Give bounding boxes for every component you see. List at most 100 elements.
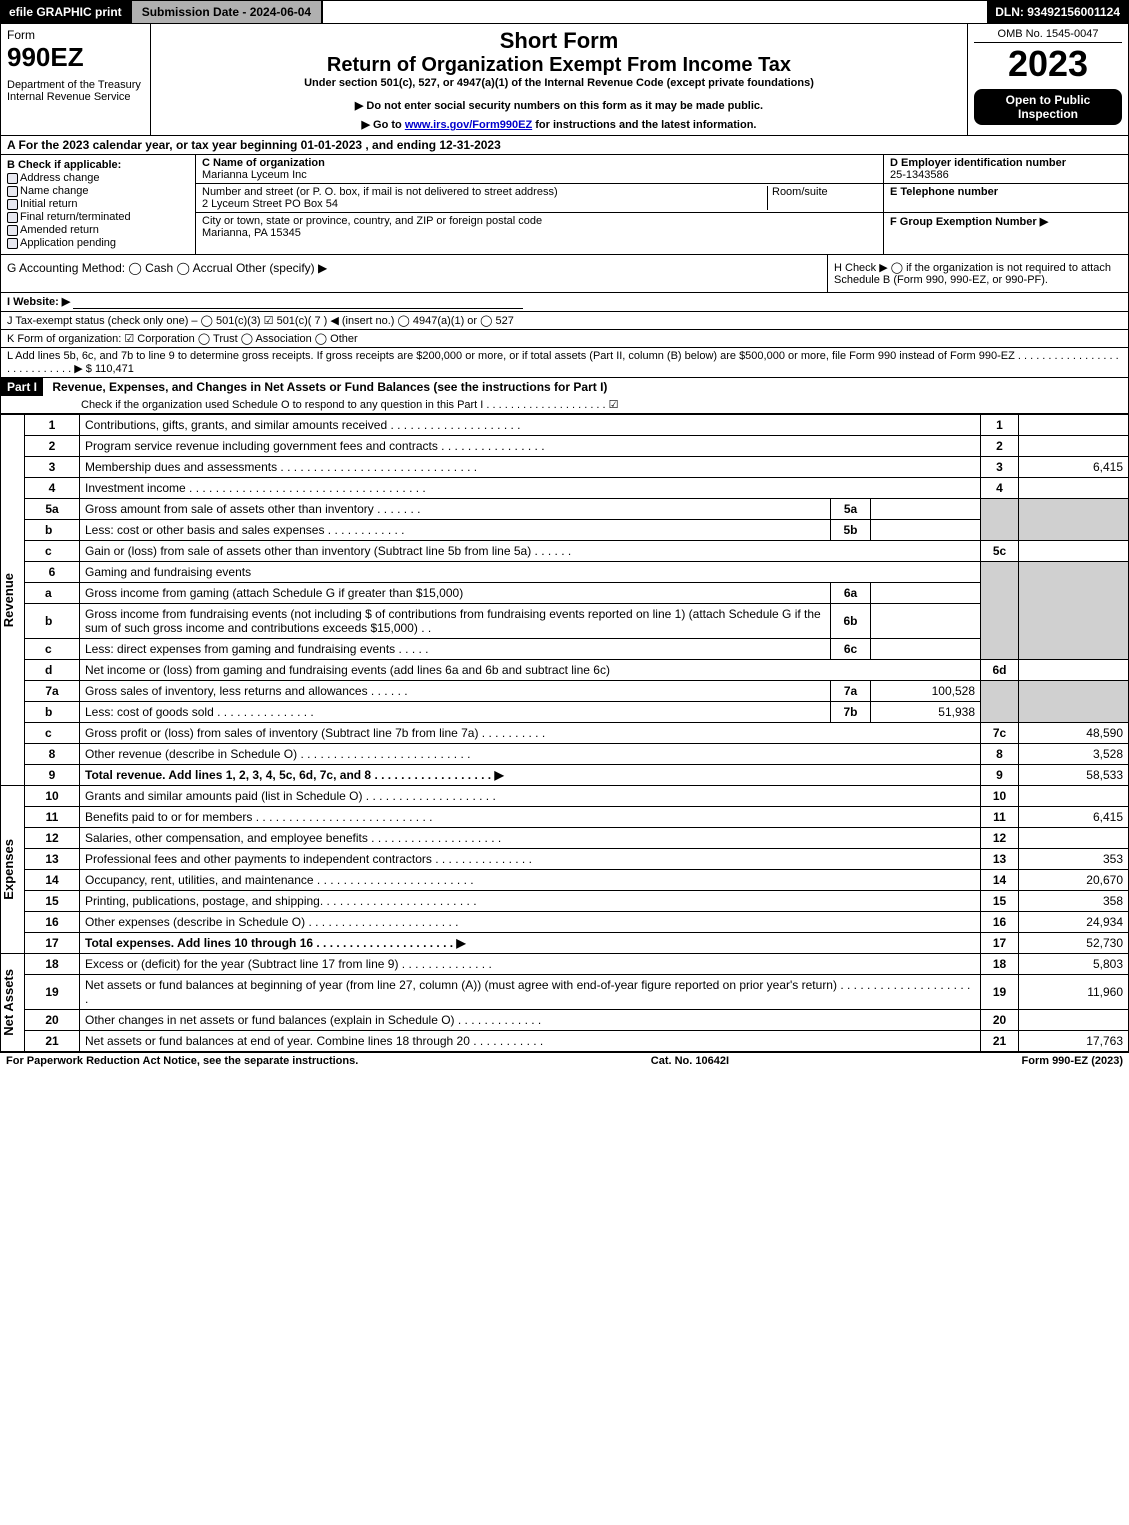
- r7-grayamt: [1019, 681, 1129, 723]
- r5c-amt: [1019, 541, 1129, 562]
- part1-check: Check if the organization used Schedule …: [1, 396, 1128, 413]
- r2-box: 2: [981, 436, 1019, 457]
- r10-amt: [1019, 786, 1129, 807]
- r7a-num: 7a: [25, 681, 80, 702]
- section-def: D Employer identification number 25-1343…: [883, 155, 1128, 254]
- group-exemption-row: F Group Exemption Number ▶: [884, 213, 1128, 230]
- r10-num: 10: [25, 786, 80, 807]
- r6-desc: Gaming and fundraising events: [80, 562, 981, 583]
- website-label: I Website: ▶: [7, 296, 70, 308]
- netassets-label: Net Assets: [1, 969, 16, 1036]
- r15-desc: Printing, publications, postage, and shi…: [80, 891, 981, 912]
- gh-row: G Accounting Method: ◯ Cash ◯ Accrual Ot…: [0, 255, 1129, 293]
- dept-treasury: Department of the Treasury: [7, 79, 144, 91]
- chk-address-change[interactable]: Address change: [7, 172, 189, 184]
- r11-amt: 6,415: [1019, 807, 1129, 828]
- goto-link[interactable]: www.irs.gov/Form990EZ: [405, 119, 532, 131]
- r1-box: 1: [981, 415, 1019, 436]
- city-label: City or town, state or province, country…: [202, 215, 542, 227]
- r10-box: 10: [981, 786, 1019, 807]
- part1-table: Revenue 1 Contributions, gifts, grants, …: [0, 414, 1129, 1052]
- r17-desc: Total expenses. Add lines 10 through 16 …: [80, 933, 981, 954]
- r5b-desc: Less: cost or other basis and sales expe…: [80, 520, 831, 541]
- line-i: I Website: ▶: [0, 293, 1129, 312]
- r5b-iv: [871, 520, 981, 541]
- r7-graybox: [981, 681, 1019, 723]
- r5a-in: 5a: [831, 499, 871, 520]
- r5b-in: 5b: [831, 520, 871, 541]
- r8-amt: 3,528: [1019, 744, 1129, 765]
- spacer: [323, 1, 987, 23]
- line-l: L Add lines 5b, 6c, and 7b to line 9 to …: [0, 348, 1129, 378]
- r17-box: 17: [981, 933, 1019, 954]
- tel-label: E Telephone number: [890, 186, 998, 198]
- goto-suffix: for instructions and the latest informat…: [532, 119, 756, 131]
- addr-row: Number and street (or P. O. box, if mail…: [196, 184, 883, 213]
- open-to-public: Open to Public Inspection: [974, 89, 1122, 125]
- chk-initial-return[interactable]: Initial return: [7, 198, 189, 210]
- r7a-iv: 100,528: [871, 681, 981, 702]
- ein-row: D Employer identification number 25-1343…: [884, 155, 1128, 184]
- goto-line: ▶ Go to www.irs.gov/Form990EZ for instru…: [157, 118, 961, 131]
- r13-desc: Professional fees and other payments to …: [80, 849, 981, 870]
- r19-desc: Net assets or fund balances at beginning…: [80, 975, 981, 1010]
- r17-num: 17: [25, 933, 80, 954]
- chk-application-pending[interactable]: Application pending: [7, 237, 189, 249]
- r5a-num: 5a: [25, 499, 80, 520]
- expenses-label: Expenses: [1, 839, 16, 900]
- r5c-box: 5c: [981, 541, 1019, 562]
- r21-amt: 17,763: [1019, 1031, 1129, 1052]
- r6-grayamt: [1019, 562, 1129, 660]
- r5c-desc: Gain or (loss) from sale of assets other…: [80, 541, 981, 562]
- short-form: Short Form: [157, 28, 961, 54]
- r7b-desc: Less: cost of goods sold . . . . . . . .…: [80, 702, 831, 723]
- city-value: Marianna, PA 15345: [202, 227, 301, 239]
- r6d-amt: [1019, 660, 1129, 681]
- r8-box: 8: [981, 744, 1019, 765]
- room-label: Room/suite: [772, 186, 828, 198]
- r14-num: 14: [25, 870, 80, 891]
- r19-amt: 11,960: [1019, 975, 1129, 1010]
- r21-desc: Net assets or fund balances at end of ye…: [80, 1031, 981, 1052]
- r6b-num: b: [25, 604, 80, 639]
- r1-num: 1: [25, 415, 80, 436]
- r3-num: 3: [25, 457, 80, 478]
- line-a: A For the 2023 calendar year, or tax yea…: [0, 136, 1129, 155]
- org-name: Marianna Lyceum Inc: [202, 169, 307, 181]
- ein-label: D Employer identification number: [890, 157, 1066, 169]
- footer-left: For Paperwork Reduction Act Notice, see …: [6, 1055, 358, 1067]
- r16-box: 16: [981, 912, 1019, 933]
- chk-name-change[interactable]: Name change: [7, 185, 189, 197]
- r9-desc: Total revenue. Add lines 1, 2, 3, 4, 5c,…: [80, 765, 981, 786]
- page-footer: For Paperwork Reduction Act Notice, see …: [0, 1052, 1129, 1069]
- r14-amt: 20,670: [1019, 870, 1129, 891]
- r15-amt: 358: [1019, 891, 1129, 912]
- form-word: Form: [7, 28, 144, 42]
- r6-num: 6: [25, 562, 80, 583]
- r15-num: 15: [25, 891, 80, 912]
- r20-amt: [1019, 1010, 1129, 1031]
- r8-num: 8: [25, 744, 80, 765]
- chk-amended-return[interactable]: Amended return: [7, 224, 189, 236]
- r11-num: 11: [25, 807, 80, 828]
- r6a-iv: [871, 583, 981, 604]
- r7b-iv: 51,938: [871, 702, 981, 723]
- r1-desc: Contributions, gifts, grants, and simila…: [80, 415, 981, 436]
- r7b-num: b: [25, 702, 80, 723]
- footer-right: Form 990-EZ (2023): [1022, 1055, 1124, 1067]
- r11-box: 11: [981, 807, 1019, 828]
- tax-year: 2023: [974, 43, 1122, 85]
- r15-box: 15: [981, 891, 1019, 912]
- r7c-amt: 48,590: [1019, 723, 1129, 744]
- c-name-label: C Name of organization: [202, 157, 325, 169]
- part1-bar: Part I: [1, 378, 43, 396]
- r4-box: 4: [981, 478, 1019, 499]
- r9-box: 9: [981, 765, 1019, 786]
- r12-box: 12: [981, 828, 1019, 849]
- chk-final-return[interactable]: Final return/terminated: [7, 211, 189, 223]
- r6c-desc: Less: direct expenses from gaming and fu…: [80, 639, 831, 660]
- r12-desc: Salaries, other compensation, and employ…: [80, 828, 981, 849]
- r6b-in: 6b: [831, 604, 871, 639]
- r18-amt: 5,803: [1019, 954, 1129, 975]
- r13-num: 13: [25, 849, 80, 870]
